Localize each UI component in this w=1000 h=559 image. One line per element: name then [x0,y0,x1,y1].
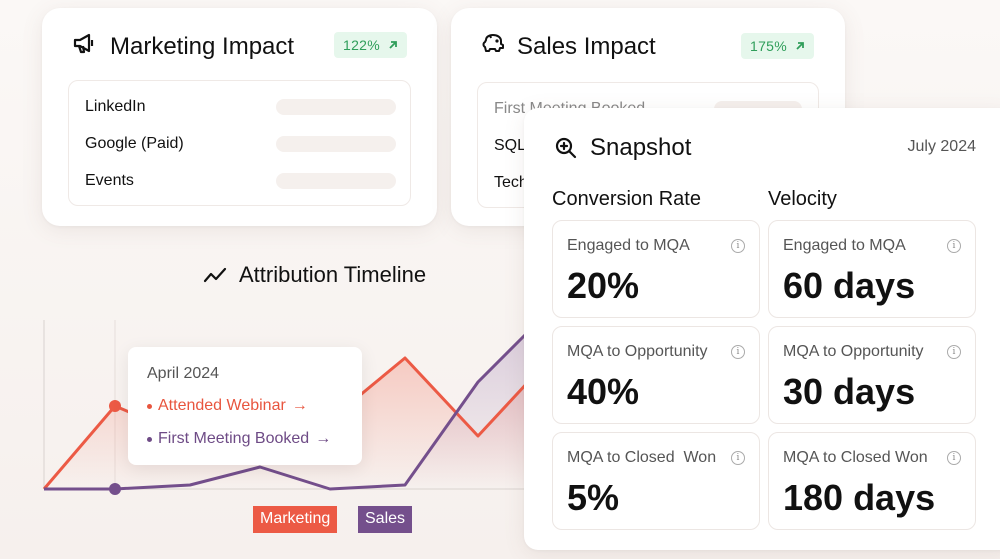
conversion-rate-heading: Conversion Rate [552,188,701,210]
sales-line [44,328,532,491]
marketing-point[interactable] [109,400,121,412]
source-row-google: Google (Paid) [85,135,184,152]
metric-value: 20% [567,265,640,306]
metric-value: 30 days [783,371,916,412]
metric-value: 180 days [783,477,936,518]
marketing-impact-card: Marketing Impact 122% LinkedIn Google (P… [42,8,437,226]
metric-label: MQA to Closed Won [783,449,928,466]
info-icon[interactable]: i [731,345,745,359]
sales-impact-label: Sales Impact [517,32,656,60]
metric-label: MQA to Closed Won [567,449,717,466]
metric-label: Engaged to MQA [783,237,906,254]
source-row-tech: Tech [494,174,528,191]
marketing-impact-label: Marketing Impact [110,32,295,60]
timeline-tooltip: April 2024 Attended Webinar → First Meet… [128,347,362,465]
sales-growth-badge: 175% [741,33,815,59]
marketing-growth-value: 122% [343,37,381,53]
source-row-events: Events [85,172,134,189]
source-row-sql: SQL [494,137,527,154]
tooltip-event-meeting[interactable]: First Meeting Booked → [147,430,331,448]
trend-icon [203,267,227,283]
metric-label: Engaged to MQA [567,237,690,254]
metric-value: 5% [567,477,620,518]
sales-impact-title: Sales Impact [481,32,656,61]
arrow-right-icon: → [315,430,332,447]
metric-velocity-engaged-mqa: Engaged to MQA i 60 days [768,220,976,318]
tooltip-event-webinar[interactable]: Attended Webinar → [147,397,308,415]
source-bar [276,173,396,189]
arrow-up-right-icon [796,42,804,50]
metric-conversion-mqa-opportunity: MQA to Opportunity i 40% [552,326,760,424]
info-icon[interactable]: i [947,345,961,359]
megaphone-icon [72,31,98,62]
source-bar [276,136,396,152]
metric-value: 60 days [783,265,916,306]
metric-velocity-mqa-opportunity: MQA to Opportunity i 30 days [768,326,976,424]
bullet-dot [147,403,152,409]
legend-marketing[interactable]: Marketing [253,506,338,533]
timeline-title-label: Attribution Timeline [239,262,427,287]
sales-growth-value: 175% [750,38,788,54]
sales-point[interactable] [109,483,121,495]
piggy-bank-icon [481,32,505,61]
arrow-up-right-icon [389,41,397,49]
snapshot-card: Snapshot July 2024 Conversion Rate Veloc… [524,108,1000,550]
metric-velocity-mqa-closed-won: MQA to Closed Won i 180 days [768,432,976,530]
metric-value: 40% [567,371,640,412]
info-icon[interactable]: i [731,451,745,465]
attribution-timeline-title: Attribution Timeline [203,262,426,288]
source-bar [276,99,396,115]
sales-area [405,330,530,489]
metric-label: MQA to Opportunity [783,343,924,360]
metric-label: MQA to Opportunity [567,343,708,360]
legend-sales[interactable]: Sales [358,506,413,533]
arrow-right-icon: → [291,397,308,414]
snapshot-date: July 2024 [907,138,977,155]
marketing-sources-box: LinkedIn Google (Paid) Events [68,80,411,206]
velocity-heading: Velocity [768,188,837,210]
info-icon[interactable]: i [731,239,745,253]
bullet-dot [147,436,152,442]
event-label: Attended Webinar [158,397,286,414]
snapshot-title: Snapshot [554,134,691,162]
info-icon[interactable]: i [947,239,961,253]
marketing-impact-title: Marketing Impact [72,31,294,62]
snapshot-title-label: Snapshot [590,134,692,161]
marketing-growth-badge: 122% [334,32,408,58]
metric-conversion-mqa-closed-won: MQA to Closed Won i 5% [552,432,760,530]
zoom-in-icon [555,137,577,159]
metric-conversion-engaged-mqa: Engaged to MQA i 20% [552,220,760,318]
source-row-linkedin: LinkedIn [85,98,146,115]
tooltip-date: April 2024 [147,365,220,382]
event-label: First Meeting Booked [158,430,310,447]
info-icon[interactable]: i [947,451,961,465]
